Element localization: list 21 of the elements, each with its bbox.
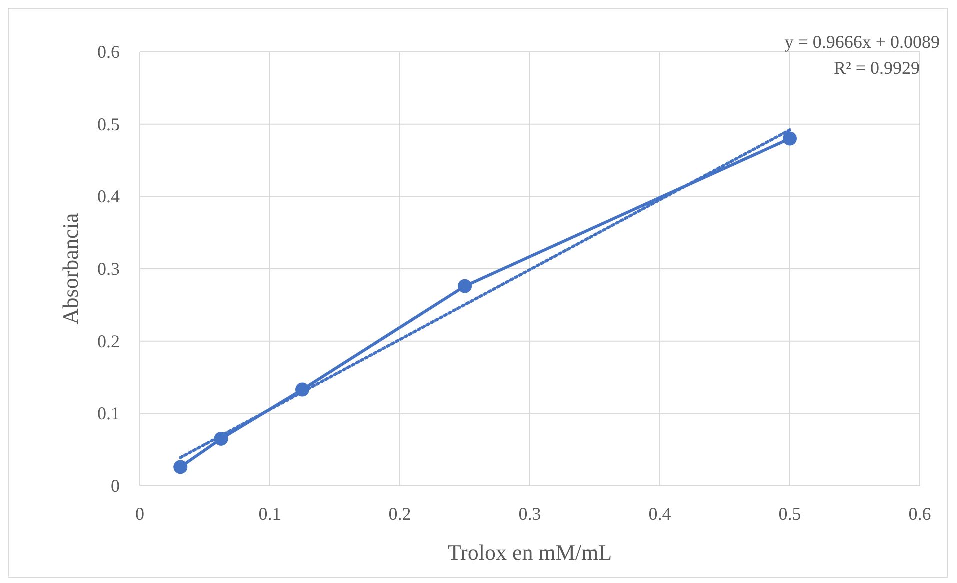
y-axis-title: Absorbancia bbox=[58, 213, 83, 325]
x-tick-label: 0.3 bbox=[518, 504, 542, 524]
x-tick-label: 0.1 bbox=[258, 504, 282, 524]
y-tick-label: 0.3 bbox=[98, 259, 120, 279]
x-tick-label: 0.2 bbox=[388, 504, 412, 524]
x-axis-title: Trolox en mM/mL bbox=[448, 540, 612, 565]
y-tick-label: 0.5 bbox=[98, 114, 120, 134]
point bbox=[174, 460, 188, 474]
y-tick-label: 0.1 bbox=[98, 404, 120, 424]
y-tick-label: 0.6 bbox=[98, 42, 120, 62]
annotation: R² = 0.9929 bbox=[834, 58, 920, 78]
x-tick-label: 0 bbox=[136, 504, 144, 524]
y-tick-label: 0 bbox=[111, 476, 120, 496]
x-tick-label: 0.6 bbox=[908, 504, 932, 524]
y-tick-label: 0.2 bbox=[98, 331, 120, 352]
point bbox=[783, 132, 797, 146]
x-tick-label: 0.4 bbox=[648, 504, 672, 524]
point bbox=[458, 279, 472, 294]
y-tick-label: 0.4 bbox=[98, 186, 120, 207]
x-tick-label: 0.5 bbox=[778, 504, 802, 524]
text: y = 0.9666x + 0.0089 bbox=[784, 32, 940, 52]
